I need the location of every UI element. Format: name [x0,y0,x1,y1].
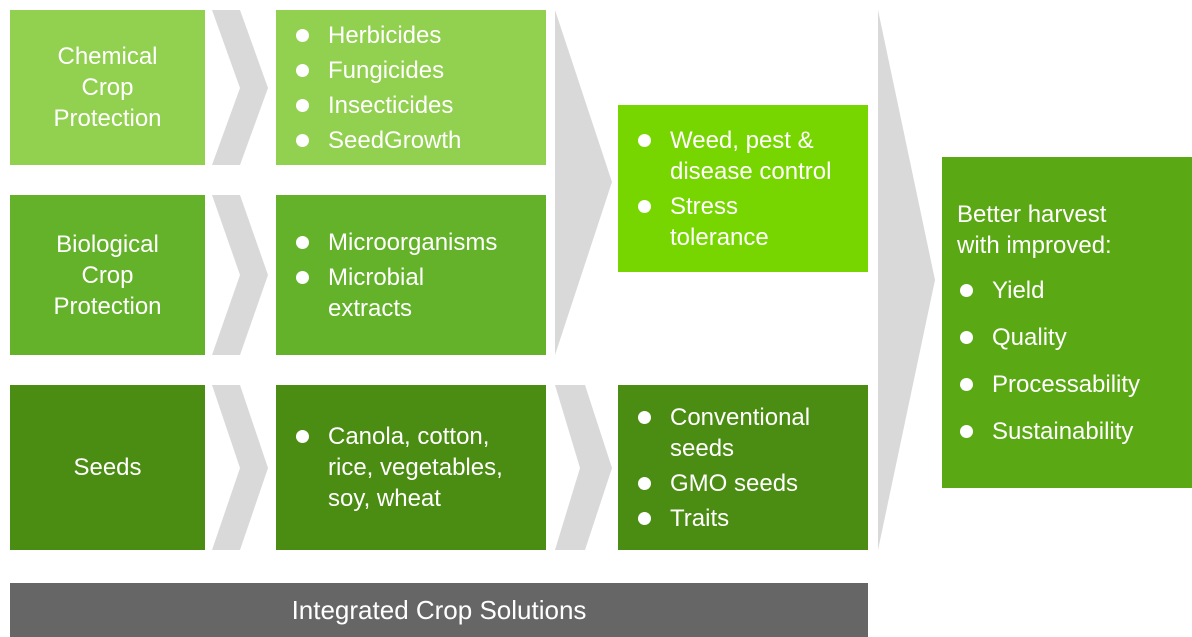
result-heading: Better harvest with improved: [957,199,1192,261]
bullet-item: Weed, pest & disease control [635,125,868,187]
arrow [555,385,612,550]
text-line: tolerance [670,223,769,251]
footer-text: Integrated Crop Solutions [291,594,587,625]
bullet-item: Canola, cotton, rice, vegetables, soy, whe… [293,421,546,514]
text-line: disease control [670,157,832,185]
bullet-item: Traits [635,503,868,534]
text-line: Processability [992,370,1141,398]
text-line: Crop [81,261,134,289]
box: Canola, cotton, rice, vegetables, soy, whe… [276,385,546,550]
box: Seeds [10,385,205,550]
box: Herbicides Fungicides Insecticides SeedGrow… [276,10,546,165]
text-line: seeds [670,434,735,462]
bullet-item: Herbicides [293,20,546,51]
text-line: Canola, cotton, [328,423,490,450]
text-line: Protection [53,105,162,132]
bullet-item: Insecticides [293,90,546,121]
box: Biological Crop Protection [10,195,205,355]
text-line: Traits [670,504,730,532]
text-line: extracts [328,294,413,322]
bullet-item: Yield [957,275,1192,306]
text-line: with improved: [957,231,1112,259]
bullet-item: Microorganisms [293,227,546,258]
text-line: Conventional [670,403,811,431]
text-line: Quality [992,323,1067,351]
text-line: GMO seeds [670,469,799,497]
text-line: Chemical [57,43,158,70]
box: Better harvest with improved: Yield Quality… [942,157,1192,488]
footer: Integrated Crop Solutions [10,583,868,637]
bullet-item: Quality [957,322,1192,353]
text-line: Crop [81,74,134,101]
text-line: Herbicides [328,21,442,49]
arrow [212,385,268,550]
text-line: Sustainability [992,417,1134,445]
bullet-item: Processability [957,369,1192,400]
bullet-item: Stress tolerance [635,191,868,253]
text-line: Seeds [73,454,142,481]
text-line: Fungicides [328,56,445,84]
bullet-item: Fungicides [293,55,546,86]
text-line: Stress [670,192,739,220]
bullet-item: Conventional seeds [635,402,868,464]
box: Conventional seeds GMO seeds Traits [618,385,868,550]
arrow [212,195,268,355]
text-line: Insecticides [328,91,454,119]
text-line: rice, vegetables, [328,454,503,481]
text-line: Protection [53,292,162,320]
text-line: Better harvest [957,200,1107,228]
box: Weed, pest & disease control Stress toleran… [618,105,868,272]
text-line: SeedGrowth [328,126,462,154]
bullet-item: GMO seeds [635,468,868,499]
box: Microorganisms Microbial extracts [276,195,546,355]
arrow [212,10,268,165]
text-line: Weed, pest & [670,126,814,154]
bullet-item: Microbial extracts [293,262,546,324]
text-line: soy, wheat [328,485,441,512]
arrow [555,10,612,355]
text-line: Biological [56,230,159,258]
bullet-item: SeedGrowth [293,125,546,156]
arrow [878,10,935,550]
text-line: Yield [992,276,1045,304]
bullet-item: Sustainability [957,416,1192,447]
box: Chemical Crop Protection [10,10,205,165]
text-line: Microbial [328,263,425,291]
text-line: Microorganisms [328,228,498,256]
